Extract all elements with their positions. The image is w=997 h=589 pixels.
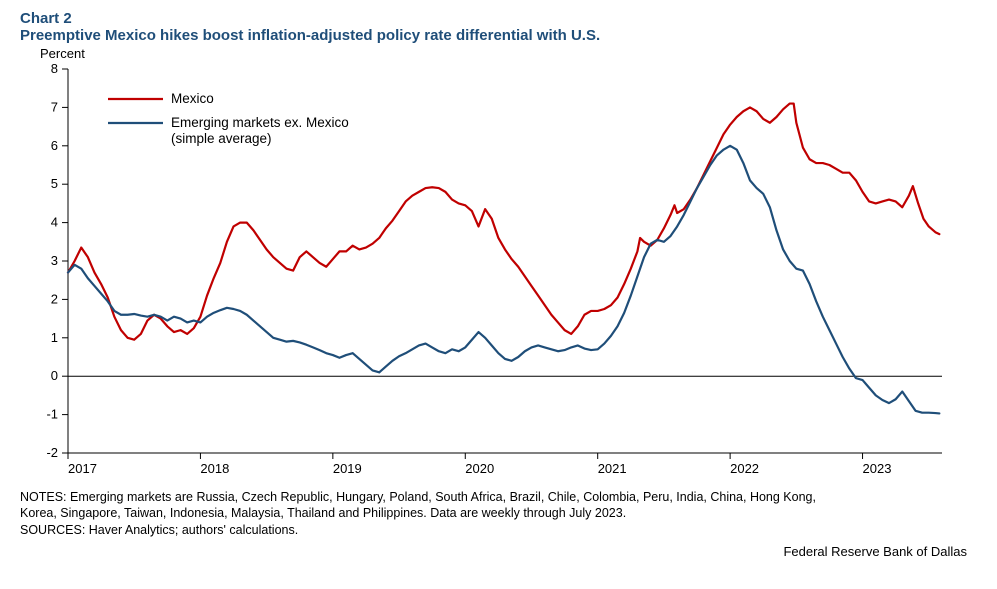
- svg-text:2020: 2020: [465, 461, 494, 476]
- svg-text:2022: 2022: [730, 461, 759, 476]
- line-chart: -2 -1 0 1 2 3 4 5 6 7 8 2017 2018 2019 2020 2021 2022 202…: [20, 63, 960, 483]
- svg-text:2018: 2018: [200, 461, 229, 476]
- svg-text:5: 5: [51, 176, 58, 191]
- svg-text:2019: 2019: [333, 461, 362, 476]
- chart-notes: NOTES: Emerging markets are Russia, Czec…: [20, 489, 977, 538]
- svg-text:6: 6: [51, 138, 58, 153]
- svg-text:3: 3: [51, 253, 58, 268]
- svg-text:Emerging markets ex. Mexico: Emerging markets ex. Mexico: [171, 115, 349, 130]
- notes-line-1: NOTES: Emerging markets are Russia, Czec…: [20, 490, 816, 504]
- svg-text:2023: 2023: [863, 461, 892, 476]
- notes-line-2: Korea, Singapore, Taiwan, Indonesia, Mal…: [20, 506, 626, 520]
- y-axis-unit: Percent: [40, 46, 977, 61]
- svg-text:2: 2: [51, 291, 58, 306]
- svg-text:-2: -2: [46, 445, 58, 460]
- svg-text:0: 0: [51, 368, 58, 383]
- chart-number: Chart 2: [20, 10, 977, 27]
- svg-text:(simple average): (simple average): [171, 131, 272, 146]
- svg-text:2021: 2021: [598, 461, 627, 476]
- chart-container: -2 -1 0 1 2 3 4 5 6 7 8 2017 2018 2019 2020 2021 2022 202…: [20, 63, 960, 483]
- sources-line: SOURCES: Haver Analytics; authors' calcu…: [20, 523, 298, 537]
- svg-text:2017: 2017: [68, 461, 97, 476]
- svg-text:7: 7: [51, 99, 58, 114]
- svg-text:1: 1: [51, 330, 58, 345]
- svg-text:Mexico: Mexico: [171, 91, 214, 106]
- chart-title: Preemptive Mexico hikes boost inflation-…: [20, 27, 977, 44]
- attribution: Federal Reserve Bank of Dallas: [20, 544, 977, 559]
- svg-text:-1: -1: [46, 407, 58, 422]
- svg-text:4: 4: [51, 215, 58, 230]
- svg-text:8: 8: [51, 63, 58, 76]
